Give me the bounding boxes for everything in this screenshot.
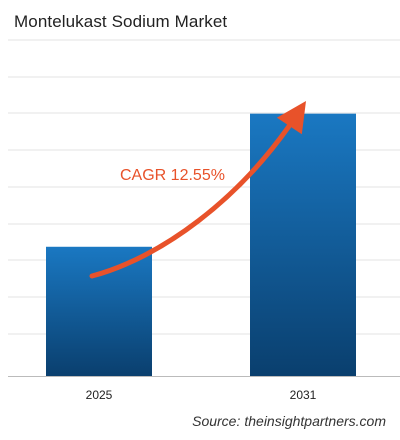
x-tick-label-2025: 2025 — [86, 388, 113, 402]
bars — [46, 113, 356, 377]
x-tick-label-2031: 2031 — [290, 388, 317, 402]
source-text: theinsightpartners.com — [244, 413, 386, 429]
cagr-label: CAGR 12.55% — [120, 167, 225, 184]
cagr-annotation: CAGR 12.55% — [89, 101, 306, 279]
source-note: Source: theinsightpartners.com — [192, 413, 386, 429]
bar-2025 — [46, 246, 152, 376]
x-tick-labels: 2025 2031 — [86, 388, 317, 402]
source-label: Source: — [192, 413, 241, 429]
cagr-arrow — [89, 101, 306, 279]
chart-title: Montelukast Sodium Market — [14, 12, 228, 31]
